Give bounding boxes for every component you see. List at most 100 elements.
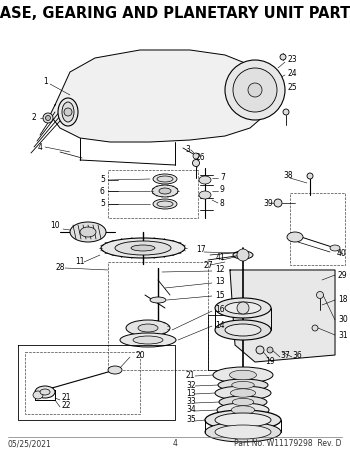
Text: 11: 11: [75, 257, 84, 266]
Ellipse shape: [215, 298, 271, 318]
Text: 17: 17: [196, 246, 206, 255]
Ellipse shape: [199, 191, 211, 199]
Ellipse shape: [218, 379, 268, 391]
Ellipse shape: [138, 324, 158, 332]
Ellipse shape: [153, 199, 177, 209]
Ellipse shape: [215, 386, 271, 400]
Text: 32: 32: [186, 381, 196, 390]
Ellipse shape: [115, 241, 171, 255]
Ellipse shape: [80, 227, 96, 237]
Ellipse shape: [33, 391, 43, 399]
Text: 13: 13: [186, 389, 196, 397]
Text: 20: 20: [135, 351, 145, 360]
Ellipse shape: [215, 413, 271, 427]
Circle shape: [316, 291, 323, 299]
Ellipse shape: [215, 320, 271, 340]
Text: Part No. W11179298  Rev. D: Part No. W11179298 Rev. D: [234, 439, 342, 448]
Text: 34: 34: [186, 405, 196, 414]
Ellipse shape: [159, 188, 171, 194]
Text: 27: 27: [203, 260, 213, 270]
Text: 33: 33: [186, 397, 196, 406]
Ellipse shape: [150, 297, 166, 303]
Text: 30: 30: [338, 315, 348, 324]
Ellipse shape: [233, 251, 253, 259]
Bar: [108, 262, 208, 370]
Ellipse shape: [225, 324, 261, 336]
Circle shape: [307, 173, 313, 179]
Text: 3: 3: [185, 145, 190, 154]
Ellipse shape: [230, 370, 257, 380]
Text: 18: 18: [338, 295, 348, 304]
Circle shape: [193, 153, 199, 159]
Ellipse shape: [230, 389, 256, 397]
Ellipse shape: [205, 410, 281, 430]
Ellipse shape: [232, 381, 254, 389]
Ellipse shape: [131, 245, 155, 251]
Bar: [108, 170, 198, 218]
Ellipse shape: [217, 403, 269, 417]
Text: 31: 31: [338, 331, 348, 339]
Text: 29: 29: [338, 270, 348, 280]
Ellipse shape: [70, 222, 106, 242]
Ellipse shape: [108, 366, 122, 374]
Ellipse shape: [213, 367, 273, 383]
Ellipse shape: [40, 389, 50, 395]
Circle shape: [312, 325, 318, 331]
Ellipse shape: [133, 336, 163, 344]
Text: 14: 14: [215, 321, 225, 329]
Text: 9: 9: [220, 185, 225, 194]
Circle shape: [274, 199, 282, 207]
Text: 40: 40: [336, 249, 346, 257]
Circle shape: [233, 68, 277, 112]
Text: 16: 16: [215, 305, 225, 314]
Text: 12: 12: [215, 265, 224, 275]
Text: 8: 8: [220, 198, 225, 207]
Ellipse shape: [101, 238, 185, 258]
Ellipse shape: [205, 422, 281, 442]
Circle shape: [237, 302, 249, 314]
Text: 7: 7: [220, 173, 225, 182]
Text: 24: 24: [287, 68, 297, 77]
Text: 5: 5: [100, 175, 105, 184]
Text: 21: 21: [186, 371, 196, 380]
Text: 19: 19: [265, 357, 275, 366]
Ellipse shape: [199, 176, 211, 184]
Ellipse shape: [157, 201, 173, 207]
Text: 2: 2: [32, 114, 37, 122]
Text: 05/25/2021: 05/25/2021: [8, 439, 52, 448]
Text: 15: 15: [215, 290, 225, 299]
Ellipse shape: [215, 425, 271, 439]
Text: 1: 1: [43, 77, 48, 87]
Text: 6: 6: [100, 187, 105, 196]
Text: 38: 38: [283, 170, 293, 179]
Circle shape: [248, 83, 262, 97]
Text: 21: 21: [62, 394, 71, 403]
Circle shape: [225, 60, 285, 120]
Ellipse shape: [287, 232, 303, 242]
Text: 5: 5: [100, 199, 105, 208]
Ellipse shape: [330, 245, 340, 251]
Ellipse shape: [153, 174, 177, 184]
Circle shape: [267, 347, 273, 353]
Text: 4: 4: [38, 143, 43, 151]
Text: 13: 13: [215, 278, 225, 286]
Ellipse shape: [152, 185, 178, 197]
Ellipse shape: [225, 302, 261, 314]
Circle shape: [43, 113, 53, 123]
Polygon shape: [230, 270, 335, 362]
Text: 25: 25: [287, 83, 297, 92]
Ellipse shape: [231, 406, 255, 414]
Text: 28: 28: [55, 264, 64, 273]
Ellipse shape: [157, 176, 173, 182]
Circle shape: [64, 108, 72, 116]
Text: 39: 39: [263, 198, 273, 207]
Text: 35: 35: [186, 415, 196, 424]
Ellipse shape: [219, 396, 267, 408]
Text: 26: 26: [195, 154, 205, 163]
Text: 41: 41: [216, 254, 226, 262]
Text: 37: 37: [280, 351, 290, 360]
Text: 22: 22: [62, 401, 71, 410]
Text: 10: 10: [50, 222, 60, 231]
Ellipse shape: [35, 386, 55, 398]
Ellipse shape: [126, 320, 170, 336]
